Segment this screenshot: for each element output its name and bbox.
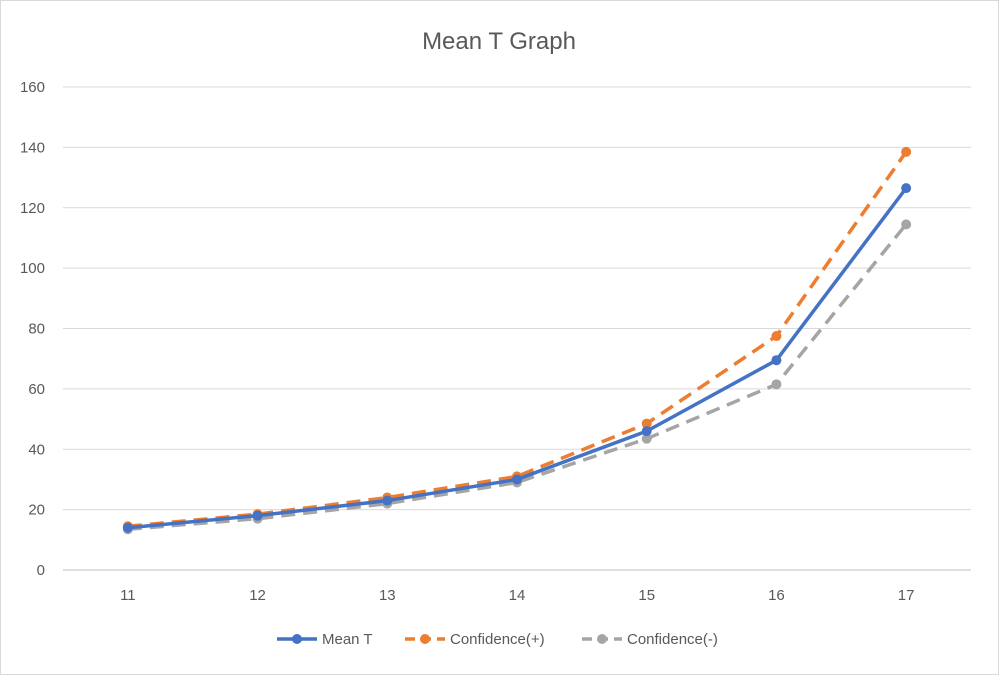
data-point — [901, 183, 912, 194]
series-3 — [122, 219, 912, 535]
x-tick-label: 12 — [249, 587, 266, 604]
legend-item: Confidence(-) — [582, 631, 718, 648]
legend-label: Confidence(-) — [627, 631, 718, 648]
y-tick-label: 140 — [20, 139, 45, 156]
x-axis-ticks: 11 12 13 14 15 16 17 — [120, 587, 914, 604]
series-1 — [122, 183, 912, 533]
y-tick-label: 100 — [20, 260, 45, 277]
legend-label: Mean T — [322, 631, 373, 648]
legend-marker — [420, 634, 430, 644]
y-tick-label: 20 — [28, 502, 45, 519]
data-point — [641, 433, 652, 444]
y-tick-label: 60 — [28, 381, 45, 398]
x-tick-label: 14 — [509, 587, 526, 604]
legend-item: Confidence(+) — [405, 631, 545, 648]
legend-label: Confidence(+) — [450, 631, 545, 648]
chart-title: Mean T Graph — [422, 28, 576, 55]
data-point — [122, 522, 133, 533]
y-tick-label: 80 — [28, 321, 45, 338]
x-tick-label: 11 — [120, 587, 136, 604]
legend: Mean T Confidence(+) Confidence(-) — [277, 631, 718, 648]
data-point — [901, 219, 912, 230]
gridlines — [63, 86, 971, 571]
legend-marker — [597, 634, 607, 644]
data-point — [382, 495, 393, 506]
data-point — [771, 355, 782, 366]
x-tick-label: 15 — [638, 587, 655, 604]
y-axis-ticks: 0 20 40 60 80 100 120 140 160 — [20, 79, 45, 579]
data-point — [641, 426, 652, 437]
x-tick-label: 13 — [379, 587, 396, 604]
y-tick-label: 120 — [20, 200, 45, 217]
series-lines — [122, 146, 912, 535]
data-point — [771, 331, 782, 342]
y-tick-label: 0 — [37, 562, 45, 579]
y-tick-label: 40 — [28, 441, 45, 458]
data-point — [771, 379, 782, 390]
data-point — [901, 146, 912, 157]
x-tick-label: 16 — [768, 587, 785, 604]
legend-marker — [292, 634, 302, 644]
data-point — [512, 474, 522, 485]
x-tick-label: 17 — [898, 587, 915, 604]
y-tick-label: 160 — [20, 79, 45, 96]
data-point — [641, 418, 652, 429]
legend-item: Mean T — [277, 631, 373, 648]
data-point — [252, 510, 263, 521]
